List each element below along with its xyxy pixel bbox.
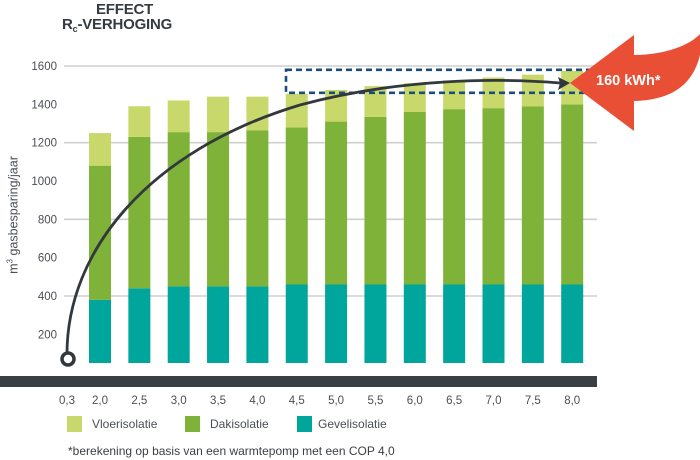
y-tick-label: 1600 bbox=[31, 61, 57, 73]
title-sub-c: c bbox=[72, 24, 78, 34]
y-tick-label: 1200 bbox=[31, 138, 57, 150]
title-r: R bbox=[62, 16, 73, 33]
legend-label: Gevelisolatie bbox=[318, 417, 387, 431]
bar-gevel bbox=[482, 284, 505, 363]
x-axis-bar bbox=[0, 376, 597, 387]
chart-title: EFFECT Rc-VERHOGING bbox=[62, 2, 172, 37]
bar-gevel bbox=[89, 299, 111, 363]
y-tick-label: 1400 bbox=[31, 99, 57, 111]
x-tick-label: 6,5 bbox=[446, 395, 462, 407]
bar-gevel bbox=[403, 284, 426, 363]
bar-dak bbox=[561, 104, 584, 285]
x-tick-label: 5,0 bbox=[328, 395, 344, 407]
bar-gevel bbox=[521, 284, 544, 363]
bar-dak bbox=[246, 130, 269, 287]
bar-dak bbox=[89, 165, 111, 300]
bar-dak bbox=[285, 127, 308, 285]
bar-vloer bbox=[128, 106, 151, 137]
legend-item-dakisolatie: Dakisolatie bbox=[185, 416, 269, 432]
y-tick-label: 1000 bbox=[31, 176, 57, 188]
legend-label: Vloerisolatie bbox=[92, 417, 158, 431]
curve-arrowhead bbox=[558, 77, 570, 90]
bar-vloer bbox=[285, 93, 308, 128]
x-tick-label: 5,5 bbox=[367, 395, 383, 407]
bar-gevel bbox=[561, 284, 584, 363]
bar-vloer bbox=[246, 96, 269, 131]
x-tick-label: 7,5 bbox=[525, 395, 541, 407]
bar-vloer bbox=[207, 96, 230, 133]
bar-vloer bbox=[403, 83, 426, 112]
x-tick-label: 6,0 bbox=[407, 395, 423, 407]
bar-dak bbox=[482, 108, 505, 285]
bar-dak bbox=[443, 109, 466, 285]
legend-swatch-dak bbox=[185, 416, 200, 432]
bar-gevel bbox=[364, 284, 387, 363]
bar-gevel bbox=[207, 286, 230, 363]
bar-vloer bbox=[443, 80, 466, 110]
highlight-box bbox=[284, 68, 606, 95]
curve-start-marker bbox=[60, 351, 76, 367]
bar-gevel bbox=[285, 284, 308, 363]
x-tick-label: 2,0 bbox=[92, 395, 108, 407]
bar-gevel bbox=[443, 284, 466, 363]
x-tick-label: 0,3 bbox=[59, 395, 75, 407]
x-tick-label: 4,0 bbox=[249, 395, 265, 407]
legend-label: Dakisolatie bbox=[210, 417, 269, 431]
legend-swatch-vloer bbox=[67, 416, 82, 432]
bar-gevel bbox=[325, 284, 348, 363]
callout-label: 160 kWh* bbox=[596, 73, 661, 89]
bar-dak bbox=[364, 116, 387, 285]
y-tick-label: 800 bbox=[38, 214, 57, 226]
bar-vloer bbox=[521, 74, 544, 107]
bar-gevel bbox=[246, 286, 269, 363]
callout-arrow bbox=[570, 34, 700, 131]
trend-curve bbox=[65, 79, 562, 358]
bar-gevel bbox=[128, 288, 151, 363]
legend-swatch-gevel bbox=[297, 416, 312, 432]
y-tick-label: 400 bbox=[38, 291, 57, 303]
bar-dak bbox=[403, 112, 426, 285]
y-tick-label: 600 bbox=[38, 253, 57, 265]
title-rest: -VERHOGING bbox=[77, 16, 173, 33]
x-tick-label: 3,5 bbox=[210, 395, 226, 407]
legend: Vloerisolatie Dakisolatie Gevelisolatie bbox=[0, 416, 700, 434]
bar-vloer bbox=[89, 133, 111, 166]
bar-dak bbox=[167, 132, 190, 287]
legend-item-gevelisolatie: Gevelisolatie bbox=[297, 416, 387, 432]
y-tick-label: 200 bbox=[38, 329, 57, 341]
footnote: *berekening op basis van een warmtepomp … bbox=[68, 444, 395, 458]
x-tick-label: 3,0 bbox=[171, 395, 187, 407]
legend-item-vloerisolatie: Vloerisolatie bbox=[67, 416, 157, 432]
bar-dak bbox=[128, 136, 151, 289]
bar-gevel bbox=[167, 286, 190, 363]
bar-dak bbox=[325, 121, 348, 285]
x-tick-label: 7,0 bbox=[486, 395, 502, 407]
x-tick-label: 8,0 bbox=[564, 395, 580, 407]
bar-dak bbox=[207, 132, 230, 287]
bar-dak bbox=[521, 106, 544, 285]
title-line-2: Rc-VERHOGING bbox=[62, 17, 172, 37]
bar-vloer bbox=[167, 100, 190, 133]
x-tick-label: 4,5 bbox=[289, 395, 305, 407]
title-line-1: EFFECT bbox=[96, 1, 154, 18]
x-tick-label: 2,5 bbox=[131, 395, 147, 407]
